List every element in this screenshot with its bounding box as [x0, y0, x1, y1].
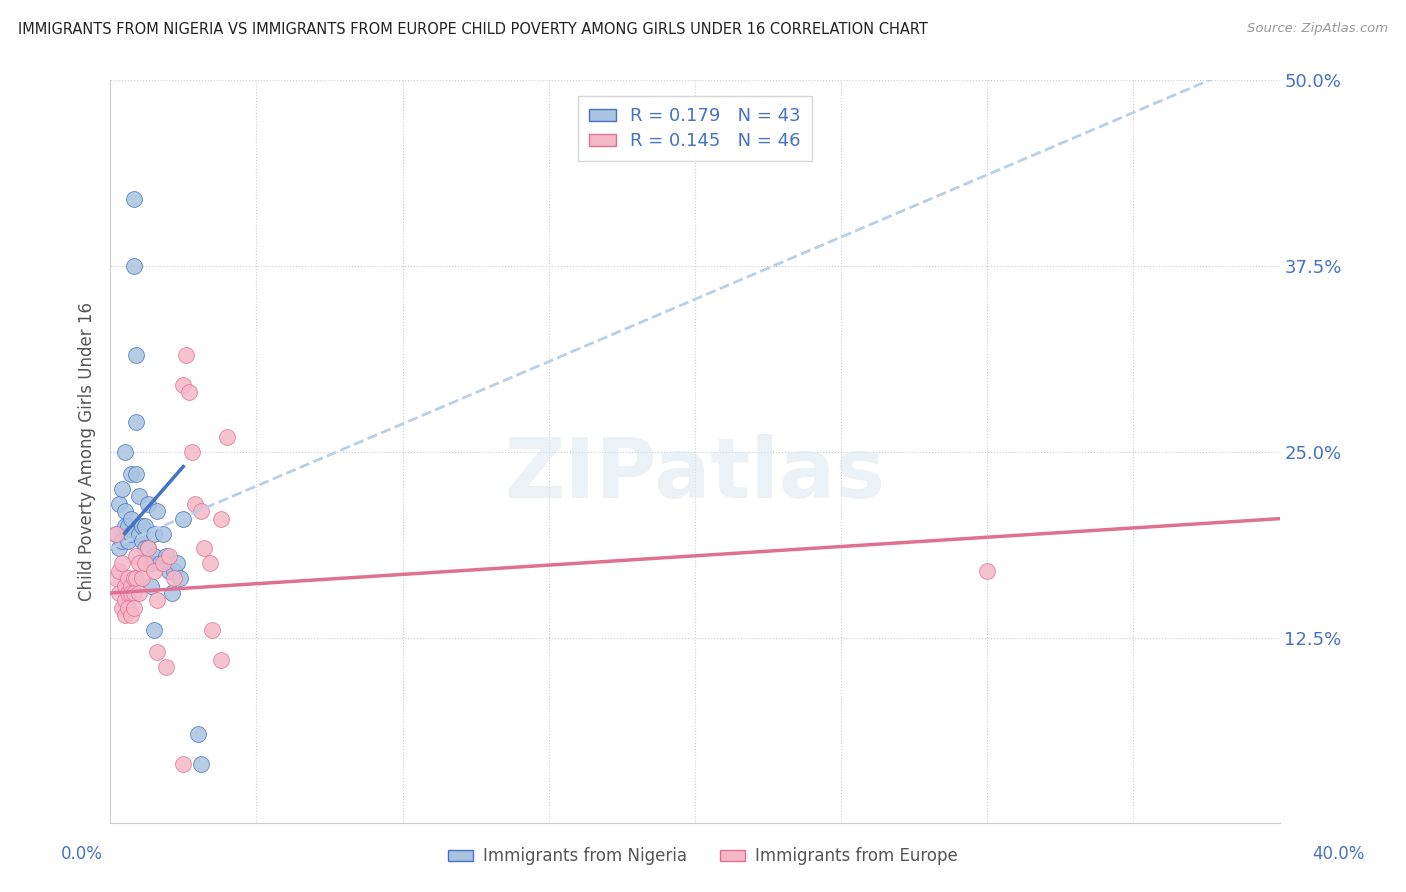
Point: [152, 526, 174, 541]
Point: [120, 467, 142, 481]
Point: [134, 556, 156, 570]
Point: [181, 444, 204, 458]
Point: [187, 727, 209, 741]
Point: [160, 586, 183, 600]
Point: [122, 192, 145, 206]
Point: [157, 549, 180, 563]
Point: [139, 556, 162, 570]
Text: IMMIGRANTS FROM NIGERIA VS IMMIGRANTS FROM EUROPE CHILD POVERTY AMONG GIRLS UNDE: IMMIGRANTS FROM NIGERIA VS IMMIGRANTS FR…: [18, 22, 928, 37]
Point: [111, 482, 134, 496]
Point: [136, 541, 159, 556]
Point: [117, 533, 139, 548]
Point: [122, 571, 145, 585]
Point: [120, 511, 142, 525]
Point: [120, 526, 142, 541]
Text: 40.0%: 40.0%: [1312, 845, 1365, 863]
Point: [128, 489, 150, 503]
Point: [143, 623, 166, 637]
Point: [114, 608, 136, 623]
Point: [125, 467, 148, 481]
Point: [128, 586, 150, 600]
Point: [217, 430, 239, 444]
Point: [117, 571, 139, 585]
Point: [125, 415, 148, 429]
Point: [120, 608, 142, 623]
Point: [111, 533, 134, 548]
Point: [117, 586, 139, 600]
Point: [201, 623, 224, 637]
Point: [108, 541, 131, 556]
Point: [172, 377, 194, 392]
Point: [128, 526, 150, 541]
Point: [177, 385, 200, 400]
Point: [131, 571, 153, 585]
Point: [146, 504, 169, 518]
Point: [122, 600, 145, 615]
Point: [134, 519, 156, 533]
Point: [136, 541, 159, 556]
Y-axis label: Child Poverty Among Girls Under 16: Child Poverty Among Girls Under 16: [79, 302, 96, 601]
Point: [976, 564, 998, 578]
Point: [163, 564, 186, 578]
Point: [152, 556, 174, 570]
Point: [139, 578, 162, 592]
Point: [114, 504, 136, 518]
Point: [108, 586, 131, 600]
Point: [143, 526, 166, 541]
Point: [143, 549, 166, 563]
Point: [105, 571, 128, 585]
Point: [149, 556, 172, 570]
Point: [190, 757, 212, 772]
Point: [125, 549, 148, 563]
Point: [108, 564, 131, 578]
Point: [128, 556, 150, 570]
Point: [146, 645, 169, 659]
Point: [122, 586, 145, 600]
Point: [157, 564, 180, 578]
Point: [117, 600, 139, 615]
Point: [114, 593, 136, 607]
Point: [169, 571, 191, 585]
Text: Source: ZipAtlas.com: Source: ZipAtlas.com: [1247, 22, 1388, 36]
Point: [125, 571, 148, 585]
Point: [155, 549, 177, 563]
Point: [108, 497, 131, 511]
Point: [136, 497, 159, 511]
Text: ZIPatlas: ZIPatlas: [505, 434, 886, 515]
Point: [172, 757, 194, 772]
Point: [172, 511, 194, 525]
Point: [209, 653, 232, 667]
Point: [166, 556, 188, 570]
Text: 0.0%: 0.0%: [60, 845, 103, 863]
Point: [125, 348, 148, 362]
Point: [105, 526, 128, 541]
Point: [131, 519, 153, 533]
Point: [105, 526, 128, 541]
Point: [134, 541, 156, 556]
Point: [190, 504, 212, 518]
Point: [114, 578, 136, 592]
Point: [120, 586, 142, 600]
Legend: R = 0.179   N = 43, R = 0.145   N = 46: R = 0.179 N = 43, R = 0.145 N = 46: [578, 96, 811, 161]
Point: [143, 564, 166, 578]
Point: [117, 519, 139, 533]
Point: [198, 556, 221, 570]
Point: [209, 511, 232, 525]
Point: [193, 541, 215, 556]
Point: [163, 571, 186, 585]
Legend: Immigrants from Nigeria, Immigrants from Europe: Immigrants from Nigeria, Immigrants from…: [441, 841, 965, 872]
Point: [122, 259, 145, 273]
Point: [114, 519, 136, 533]
Point: [184, 497, 207, 511]
Point: [155, 660, 177, 674]
Point: [174, 348, 197, 362]
Point: [111, 600, 134, 615]
Point: [146, 593, 169, 607]
Point: [114, 444, 136, 458]
Point: [120, 578, 142, 592]
Point: [131, 533, 153, 548]
Point: [111, 556, 134, 570]
